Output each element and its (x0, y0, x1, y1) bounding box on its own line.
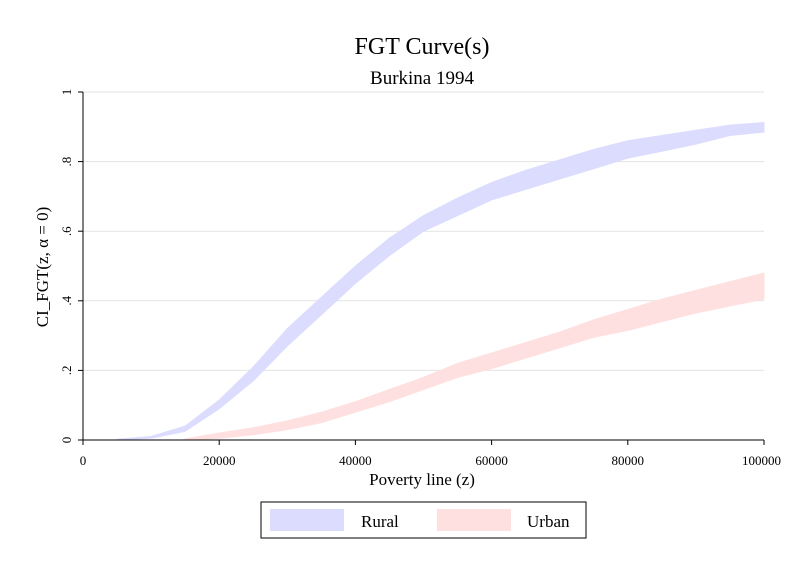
band-urban (184, 272, 765, 441)
x-axis-label: Poverty line (z) (369, 470, 475, 489)
y-tick-label-0: 0 (59, 437, 74, 444)
chart-title: FGT Curve(s) (355, 34, 490, 60)
confidence-bands (116, 122, 765, 441)
x-tick-label-0: 0 (80, 453, 87, 468)
legend-swatch-urban (437, 509, 511, 531)
x-tick-label-2: 40000 (339, 453, 372, 468)
y-tick-label-2: .4 (59, 295, 74, 305)
band-rural (116, 122, 765, 441)
y-axis-label: CI_FGT(z, α = 0) (33, 207, 52, 327)
x-tick-label-1: 20000 (203, 453, 236, 468)
chart-subtitle: Burkina 1994 (370, 68, 474, 89)
legend-swatch-rural (270, 509, 344, 531)
y-tick-label-4: .8 (59, 157, 74, 167)
legend-label-urban: Urban (527, 512, 570, 531)
y-tick-label-1: .2 (59, 366, 74, 376)
x-tick-label-4: 80000 (612, 453, 645, 468)
legend-label-rural: Rural (361, 512, 399, 531)
legend: Rural Urban (260, 501, 587, 539)
axes: 0 20000 40000 60000 80000 100000 0 .2 .4 .6 .8 1 (59, 89, 781, 468)
y-tick-label-5: 1 (59, 89, 74, 96)
x-tick-label-3: 60000 (475, 453, 508, 468)
y-tick-label-3: .6 (59, 226, 74, 236)
x-tick-label-5: 100000 (742, 453, 781, 468)
